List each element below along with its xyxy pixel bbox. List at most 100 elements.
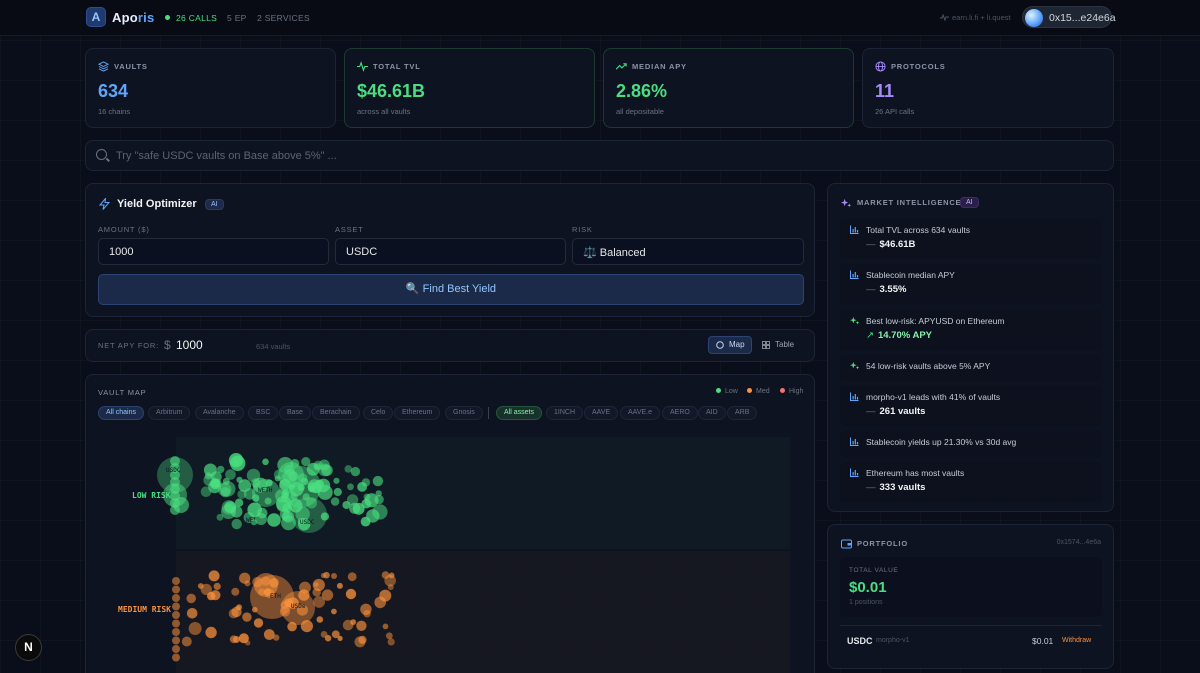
vault-bubble[interactable] [252,576,263,588]
vault-bubble[interactable] [372,504,388,520]
vault-bubble[interactable] [231,518,242,530]
chain-filter-berachain[interactable]: Berachain [312,406,360,420]
vault-bubble[interactable] [345,588,357,600]
brand-name[interactable]: Aporis [112,10,154,25]
chain-filter-avalanche[interactable]: Avalanche [195,406,244,420]
vault-bubble[interactable] [311,482,322,494]
vault-bubble[interactable] [172,636,180,645]
vault-bubble[interactable] [360,603,372,615]
vault-bubble[interactable] [263,629,275,640]
vault-bubble[interactable] [276,495,292,512]
asset-select[interactable]: USDC [335,238,566,265]
vault-bubble[interactable] [279,606,291,617]
vault-bubble[interactable] [346,494,359,506]
asset-filter-aid[interactable]: AID [698,406,726,420]
vault-bubble[interactable] [228,453,244,468]
vault-bubble[interactable] [382,623,389,630]
vault-bubble[interactable] [374,596,387,609]
vault-bubble[interactable] [252,477,268,493]
chain-filter-arbitrum[interactable]: Arbitrum [148,406,191,420]
vault-bubble[interactable] [264,588,275,599]
chain-filter-bsc[interactable]: BSC [248,406,279,420]
net-apy-amount-input[interactable]: 1000 [176,338,203,352]
vault-bubble[interactable] [172,585,180,594]
vault-bubble[interactable] [306,497,318,509]
asset-filter-all[interactable]: All assets [496,406,542,420]
vault-bubble[interactable] [360,516,371,527]
wallet-button[interactable]: 0x15...e24e6a [1022,6,1116,28]
vault-bubble[interactable] [350,466,361,477]
find-best-yield-button[interactable]: 🔍 Find Best Yield [98,274,804,305]
dev-tools-badge[interactable]: N [15,634,42,661]
vault-bubble[interactable] [387,638,395,646]
vault-bubble[interactable] [361,498,372,509]
search-input[interactable] [116,147,1096,165]
vault-bubble[interactable] [231,587,240,596]
vault-bubble[interactable] [301,457,311,467]
vault-bubble[interactable] [172,577,180,585]
vault-bubble[interactable] [204,472,212,480]
vault-bubble[interactable] [262,458,269,466]
vault-bubble[interactable] [256,507,268,519]
asset-filter-aero[interactable]: AERO [662,406,698,420]
vault-bubble[interactable] [170,505,180,515]
vault-bubble[interactable] [205,626,217,639]
vault-bubble[interactable] [347,572,357,582]
vault-bubble[interactable] [375,490,382,497]
vault-bubble[interactable] [200,583,212,596]
vault-bubble[interactable] [302,493,310,501]
vault-bubble[interactable] [170,456,180,466]
asset-filter-arb[interactable]: ARB [727,406,758,420]
vault-bubble[interactable] [313,582,319,588]
vault-bubble[interactable] [170,463,180,473]
vault-bubble[interactable] [296,604,308,616]
vault-bubble[interactable] [200,486,212,497]
vault-bubble[interactable] [170,484,180,494]
asset-filter-aave[interactable]: AAVE [584,406,619,420]
vault-bubble[interactable] [337,635,343,641]
vault-bubble[interactable] [385,632,393,640]
vault-bubble[interactable] [258,588,266,596]
vault-bubble[interactable] [331,630,340,639]
vault-bubble[interactable] [330,497,340,506]
vault-bubble[interactable] [229,635,238,644]
vault-bubble[interactable] [264,497,272,505]
vault-bubble[interactable] [186,593,196,604]
vault-bubble[interactable] [313,596,325,608]
vault-bubble[interactable] [172,611,180,619]
vault-bubble[interactable] [281,511,293,522]
vault-bubble[interactable] [210,471,222,483]
vault-bubble[interactable] [300,620,313,633]
vault-bubble[interactable] [222,477,230,485]
table-view-button[interactable]: Table [754,336,804,354]
vault-bubble[interactable] [342,619,354,631]
vault-bubble[interactable] [324,635,332,642]
chain-filter-all[interactable]: All chains [98,406,144,420]
vault-bubble[interactable] [284,598,293,608]
logo-icon[interactable]: A [86,7,106,27]
vault-bubble[interactable] [333,487,342,497]
vault-bubble[interactable] [172,628,180,636]
vault-bubble[interactable] [208,570,220,582]
chain-filter-ethereum[interactable]: Ethereum [394,406,441,420]
vault-bubble[interactable] [263,588,272,596]
vault-bubble[interactable] [230,505,243,518]
vault-bubble[interactable] [210,590,221,601]
vault-bubble[interactable] [357,482,367,492]
vault-bubble[interactable] [387,584,394,591]
vault-bubble[interactable] [261,576,271,586]
vault-bubble[interactable] [234,498,244,507]
vault-bubble[interactable] [281,515,296,531]
vault-bubble[interactable] [323,571,330,579]
vault-bubble[interactable] [170,470,180,480]
vault-bubble[interactable] [342,501,351,509]
asset-filter-aave-e[interactable]: AAVE.e [620,406,660,420]
vault-bubble[interactable] [243,488,256,500]
vault-bubble[interactable] [216,513,224,521]
vault-bubble[interactable] [288,498,303,513]
chain-filter-base[interactable]: Base [279,406,311,420]
vault-bubble[interactable] [172,619,180,628]
vault-bubble[interactable] [320,512,329,521]
vault-bubble[interactable] [170,498,180,508]
vault-bubble[interactable] [170,477,180,487]
